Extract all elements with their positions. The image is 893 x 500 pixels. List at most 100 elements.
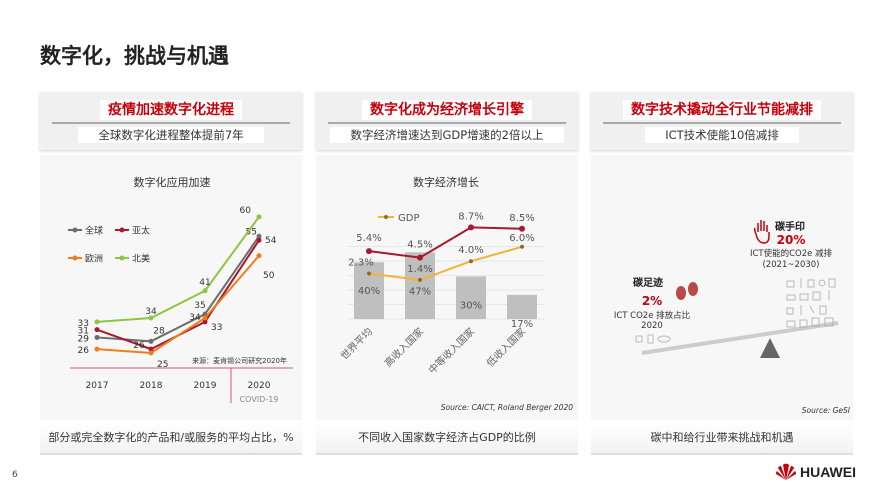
bar-高收入国家	[405, 252, 435, 319]
panel-header-1: 疫情加速数字化进程 全球数字化进程整体提前7年	[40, 92, 302, 150]
chart-legend: GDP	[378, 213, 419, 224]
series-lines: 5.4% 4.5% 8.7% 8.5% 2.3% 1.4% 4.0% 6.0%	[348, 211, 535, 282]
data-point	[202, 315, 208, 321]
footprint-year: 2020	[641, 321, 663, 331]
handprint-desc: ICT使能的CO2e 减排	[750, 248, 833, 259]
legend-label: 全球	[85, 225, 103, 237]
data-point	[94, 319, 100, 325]
huawei-flower-icon	[776, 463, 796, 480]
chart-source: Source: CAICT, Roland Berger 2020	[441, 403, 573, 412]
data-point	[202, 288, 208, 294]
hand-icon	[753, 220, 770, 244]
data-point	[94, 327, 100, 333]
series-line-全球	[96, 235, 260, 343]
data-label: 60	[240, 206, 252, 216]
handprint-years: (2021~2030)	[762, 260, 819, 270]
legend-marker	[119, 255, 125, 261]
panel-caption-2: 不同收入国家数字经济占GDP的比例	[316, 422, 578, 455]
data-label: 4.5%	[407, 240, 432, 251]
data-label: 8.5%	[509, 213, 534, 224]
footprint-label: 碳足迹	[633, 276, 663, 289]
legend-marker	[119, 227, 125, 233]
data-point	[94, 346, 100, 352]
digital-economy-chart: 数字经济增长 40% 47% 30% 17% 5.4% 4.5% 8.7% 8.5% 2.3%…	[338, 175, 573, 412]
panel-header-3: 数字技术撬动全行业节能减排 ICT技术使能10倍减排	[591, 92, 853, 150]
x-tick-label: 2020	[248, 381, 271, 391]
bar-label: 40%	[358, 286, 380, 297]
data-point	[148, 350, 154, 356]
carbon-seesaw: 碳足迹 2% ICT CO2e 排放占比 2020 碳手印 20% ICT使能的…	[614, 220, 851, 415]
handprint-label: 碳手印	[775, 220, 805, 233]
data-point	[148, 346, 154, 352]
data-point	[256, 233, 262, 239]
data-label: 31	[78, 327, 89, 337]
data-point	[520, 244, 524, 249]
seesaw-beam	[641, 321, 839, 355]
divider	[603, 122, 841, 124]
data-label: 26	[133, 341, 145, 351]
chart-source: 来源：麦肯锡公司研究2020年	[192, 356, 287, 365]
panel-body-3	[591, 155, 853, 420]
series-line	[368, 226, 523, 259]
data-point	[256, 237, 262, 243]
legend-marker	[72, 255, 78, 261]
data-point	[148, 338, 154, 344]
data-point	[469, 259, 473, 264]
chart-title: 数字经济增长	[413, 175, 479, 189]
data-point	[366, 248, 372, 255]
data-label: 28	[153, 326, 165, 336]
data-label: 8.7%	[458, 211, 483, 222]
bar-低收入国家	[507, 294, 537, 319]
legend-marker	[72, 227, 78, 233]
panel-heading: 数字技术撬动全行业节能减排	[623, 100, 821, 120]
footprint-desc: ICT CO2e 排放占比	[614, 310, 690, 321]
handprint-value: 20%	[777, 233, 806, 247]
bars: 40% 47% 30% 17%	[354, 252, 537, 330]
data-label: 2.3%	[348, 257, 373, 268]
data-point	[202, 319, 208, 325]
x-tick-label: 高收入国家	[382, 325, 427, 370]
x-tick-label: 世界平均	[338, 326, 375, 363]
panel-subheading: ICT技术使能10倍减排	[645, 127, 799, 143]
data-label: 34	[189, 313, 201, 323]
data-label: 54	[265, 236, 277, 246]
data-label: 50	[263, 271, 275, 281]
x-tick-label: 中等收入国家	[426, 325, 478, 377]
data-label: 55	[246, 227, 257, 237]
panel-body-1	[40, 155, 302, 420]
brand-name: HUAWEI	[800, 464, 856, 480]
x-tick-label: 低收入国家	[484, 325, 529, 370]
data-point	[256, 214, 262, 220]
page-title: 数字化，挑战与机遇	[40, 44, 229, 68]
chart-source: Source: GeSI	[802, 406, 851, 415]
page-number: 6	[12, 470, 18, 480]
bar-label: 47%	[409, 286, 431, 297]
data-point	[94, 334, 100, 340]
divider	[52, 122, 290, 124]
data-point	[417, 254, 423, 261]
x-tick-label: 2018	[140, 381, 163, 391]
x-tick-label: 2019	[194, 381, 217, 391]
data-point	[367, 271, 371, 276]
panel-caption-3: 碳中和给行业带来挑战和机遇	[591, 422, 853, 455]
seesaw-fulcrum	[760, 338, 780, 358]
legend-marker	[384, 215, 388, 219]
bar-中等收入国家	[456, 276, 486, 319]
chart-title: 数字化应用加速	[134, 175, 211, 189]
divider	[328, 122, 566, 124]
data-point	[148, 315, 154, 321]
legend-label: 北美	[132, 253, 150, 265]
data-point	[468, 224, 474, 231]
data-label: 33	[78, 319, 89, 329]
data-label: 4.0%	[458, 245, 483, 256]
data-label: 26	[78, 346, 90, 356]
panel-subheading: 全球数字化进程整体提前7年	[78, 127, 264, 143]
footprint-icon	[676, 282, 698, 300]
data-label: 29	[78, 334, 90, 344]
bar-label: 17%	[511, 319, 533, 330]
data-point	[519, 225, 525, 232]
data-point	[418, 277, 422, 282]
data-label: 33	[211, 323, 222, 333]
